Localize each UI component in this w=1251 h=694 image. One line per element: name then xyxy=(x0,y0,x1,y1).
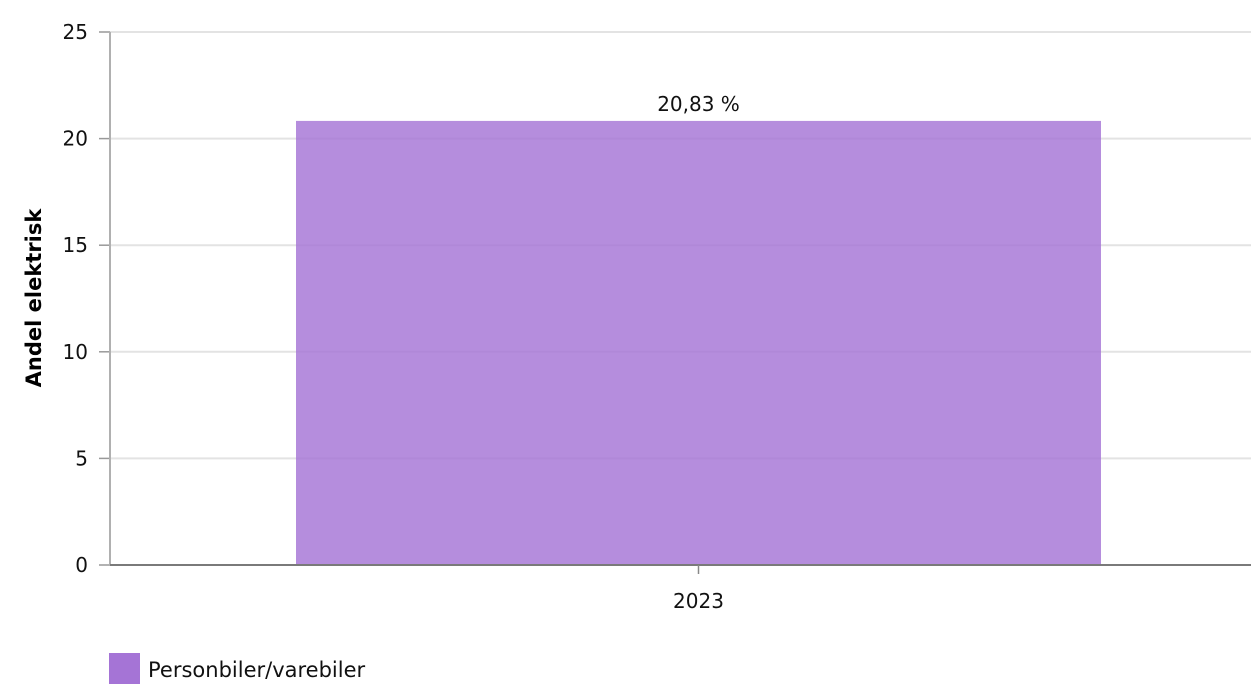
y-tick-label: 15 xyxy=(63,233,88,257)
legend-swatch[interactable] xyxy=(109,653,140,684)
y-tick-label: 25 xyxy=(63,20,88,44)
y-axis-ticks: 0 5 10 15 20 25 xyxy=(63,20,110,577)
x-axis-ticks: 2023 xyxy=(673,565,724,613)
legend-label[interactable]: Personbiler/varebiler xyxy=(148,658,366,682)
bar[interactable] xyxy=(296,120,1101,565)
y-tick-label: 20 xyxy=(63,127,88,151)
legend: Personbiler/varebiler xyxy=(109,653,366,684)
bar-data-label: 20,83 % xyxy=(657,92,740,116)
y-tick-label: 5 xyxy=(75,446,88,470)
axes xyxy=(109,32,1251,566)
y-axis-title: Andel elektrisk xyxy=(22,208,46,388)
bars: 20,83 % xyxy=(296,92,1101,565)
y-tick-label: 0 xyxy=(75,553,88,577)
y-tick-label: 10 xyxy=(63,340,88,364)
x-tick-label: 2023 xyxy=(673,589,724,613)
